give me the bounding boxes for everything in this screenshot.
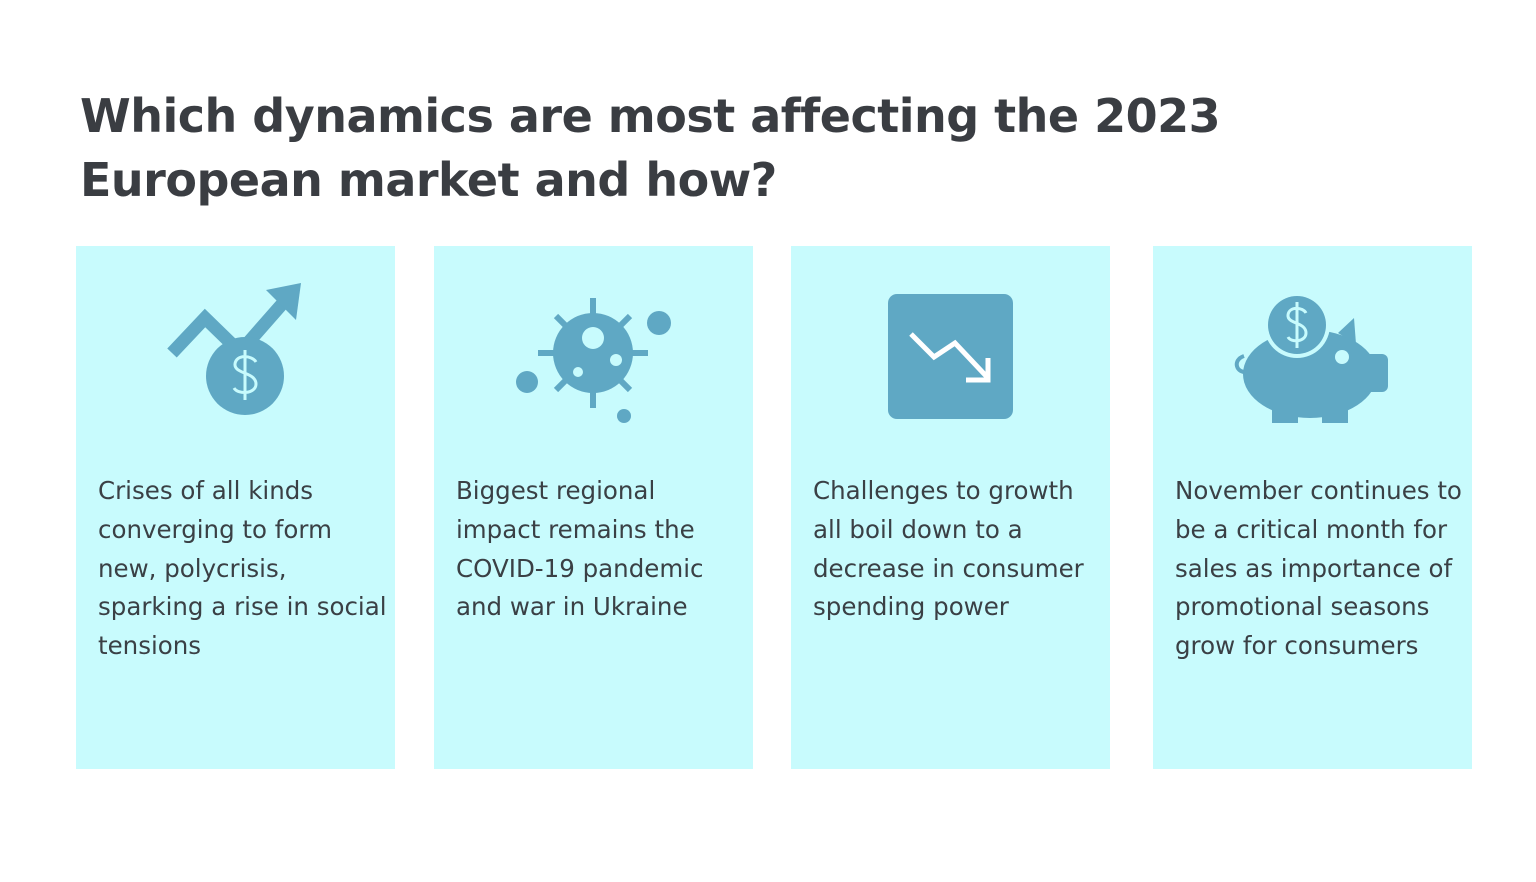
card: Crises of all kinds converging to form n… bbox=[76, 246, 395, 769]
card: Biggest regional impact remains the COVI… bbox=[434, 246, 753, 769]
card: Challenges to growth all boil down to a … bbox=[791, 246, 1110, 769]
page-title: Which dynamics are most affecting the 20… bbox=[80, 89, 1221, 207]
card-text: Challenges to growth all boil down to a … bbox=[813, 476, 1084, 622]
card-text: Crises of all kinds converging to form n… bbox=[98, 476, 387, 661]
card-text: November continues to be a critical mont… bbox=[1175, 476, 1462, 661]
card: November continues to be a critical mont… bbox=[1153, 246, 1472, 769]
card-text: Biggest regional impact remains the COVI… bbox=[456, 476, 704, 622]
